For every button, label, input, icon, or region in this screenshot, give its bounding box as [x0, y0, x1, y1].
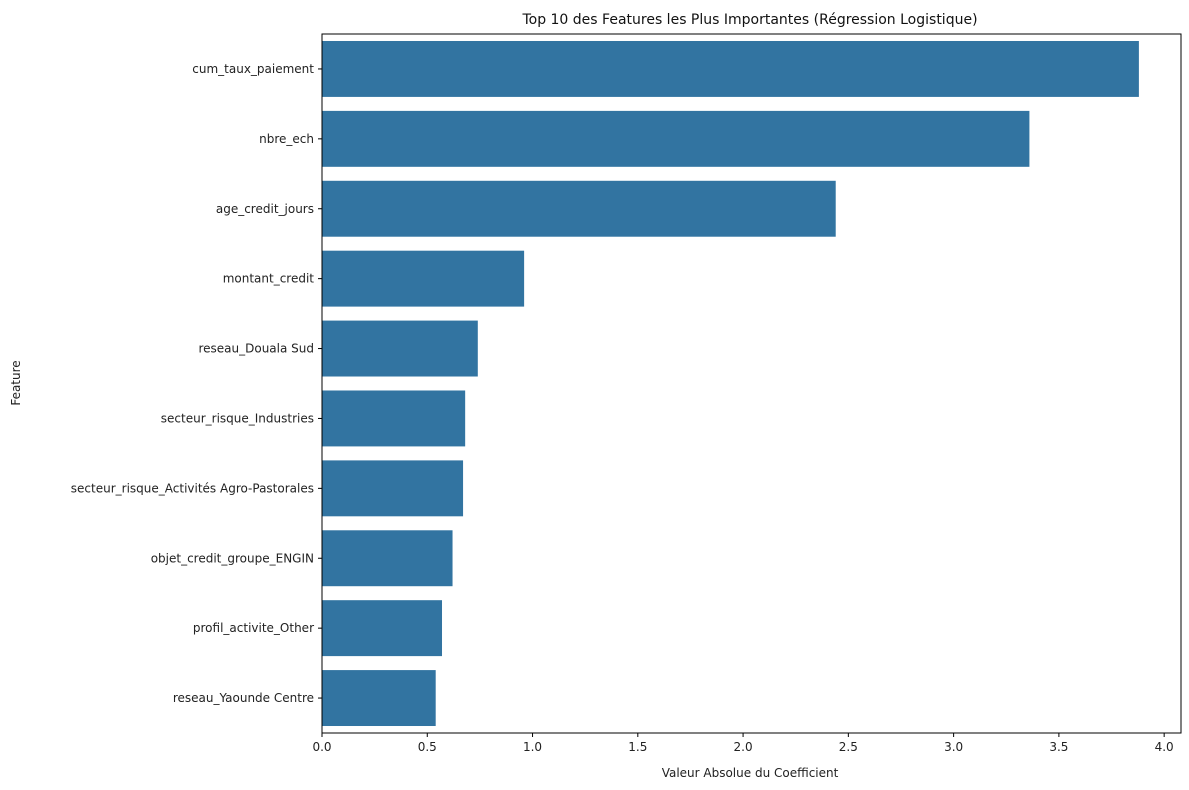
y-tick-label: reseau_Yaounde Centre: [173, 691, 314, 705]
y-tick-label: nbre_ech: [259, 132, 314, 146]
x-tick-label: 0.5: [418, 740, 437, 754]
bars-group: [322, 40, 1139, 727]
y-tick-label: profil_activite_Other: [193, 621, 314, 635]
y-tick-label: reseau_Douala Sud: [198, 342, 314, 356]
x-axis-title: Valeur Absolue du Coefficient: [662, 766, 839, 780]
y-tick-label: objet_credit_groupe_ENGIN: [151, 551, 314, 565]
x-tick-label: 0.0: [312, 740, 331, 754]
x-tick-label: 1.5: [628, 740, 647, 754]
bar: [322, 530, 453, 587]
bar: [322, 320, 478, 377]
x-tick-label: 4.0: [1155, 740, 1174, 754]
y-tick-label: cum_taux_paiement: [192, 62, 314, 76]
y-tick-label: montant_credit: [223, 272, 315, 286]
x-tick-label: 3.5: [1049, 740, 1068, 754]
x-tick-label: 2.5: [839, 740, 858, 754]
y-axis: cum_taux_paiement nbre_ech age_credit_jour…: [71, 62, 322, 705]
bar: [322, 180, 836, 237]
x-axis: 0.0 0.5 1.0 1.5 2.0 2.5 3.0 3.5 4.0: [312, 733, 1174, 754]
x-tick-label: 2.0: [734, 740, 753, 754]
y-tick-label: secteur_risque_Activités Agro-Pastorales: [71, 481, 314, 495]
chart-title: Top 10 des Features les Plus Importantes…: [521, 12, 977, 28]
plot-frame: [321, 33, 1182, 734]
bar: [322, 670, 436, 727]
x-tick-label: 3.0: [944, 740, 963, 754]
y-tick-label: secteur_risque_Industries: [161, 411, 314, 425]
bar: [322, 390, 466, 447]
bar: [322, 250, 525, 307]
x-tick-label: 1.0: [523, 740, 542, 754]
bar: [322, 110, 1030, 167]
y-tick-label: age_credit_jours: [216, 202, 314, 216]
bar: [322, 600, 443, 657]
bar: [322, 40, 1139, 97]
bar: [322, 460, 464, 517]
y-axis-title: Feature: [9, 360, 23, 405]
